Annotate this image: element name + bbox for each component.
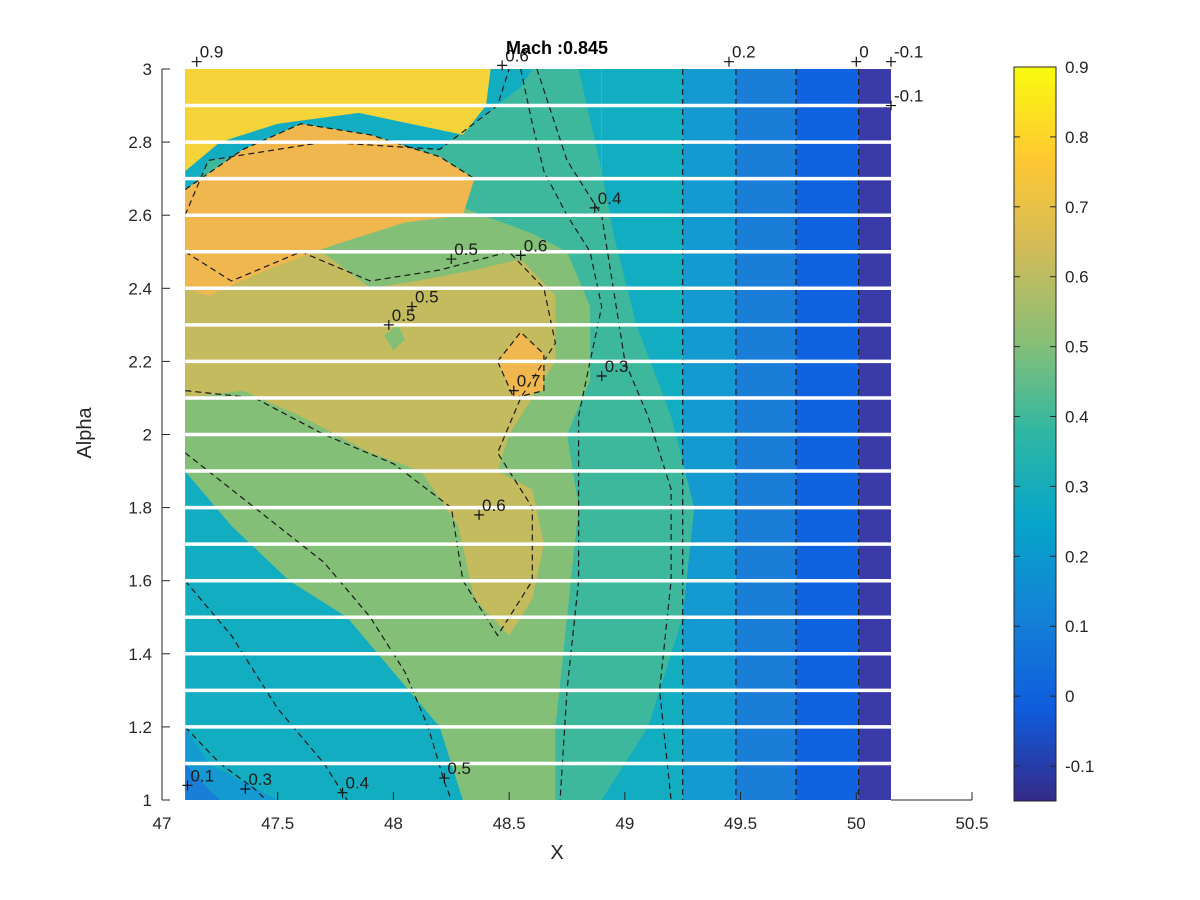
contour-line-5 — [185, 726, 267, 800]
contour-label-17: 0.5 — [447, 759, 471, 778]
x-tick-label-1: 47.5 — [261, 814, 294, 833]
colorbar-gradient — [1013, 66, 1057, 802]
y-tick-label-8: 2.6 — [128, 206, 152, 225]
x-tick-label-6: 50 — [847, 814, 866, 833]
fill-region-8 — [185, 69, 491, 172]
y-tick-label-2: 1.4 — [128, 645, 152, 664]
contour-label-marker-2 — [724, 56, 734, 67]
axes: 47 47.5 48 48.5 49 49.5 50 50.5 1 1.2 1.4 1.6 1.8 2 2.… — [128, 60, 988, 833]
colorbar-tick-label-8: 0.1 — [1065, 617, 1089, 636]
colorbar-tick-label-0: 0.9 — [1065, 58, 1089, 77]
fill-region-0 — [185, 726, 278, 800]
colorbar-tick-label-4: 0.5 — [1065, 338, 1089, 357]
x-tick-label-7: 50.5 — [955, 814, 988, 833]
y-tick-label-4: 1.8 — [128, 499, 152, 518]
contour-label-marker-0 — [191, 56, 202, 67]
contour-label-1: 0.6 — [505, 46, 529, 65]
contour-label-marker-7 — [446, 254, 457, 265]
y-tick-label-5: 2 — [143, 426, 152, 445]
contour-label-marker-4 — [886, 56, 896, 67]
colorbar-tick-label-9: 0 — [1065, 687, 1074, 706]
fill-region-1 — [185, 763, 220, 800]
contour-label-5: -0.1 — [894, 87, 923, 106]
y-tick-label-6: 2.2 — [128, 352, 152, 371]
colorbar-tick-label-2: 0.7 — [1065, 198, 1089, 217]
y-axis-label: Alpha — [74, 407, 96, 459]
colorbar: 0.9 0.8 0.7 0.6 0.5 0.4 0.3 0.2 0.1 0 -0.1 — [1013, 58, 1094, 802]
contour-label-11: 0.7 — [517, 372, 541, 391]
contour-label-10: 0.5 — [392, 306, 416, 325]
contour-label-12: 0.3 — [605, 357, 629, 376]
contour-label-marker-1 — [497, 60, 508, 71]
x-tick-label-0: 47 — [153, 814, 172, 833]
fill-region-9 — [384, 324, 405, 351]
contour-label-marker-9 — [406, 301, 417, 312]
fill-region-7 — [497, 332, 544, 398]
fill-region-2 — [185, 471, 463, 800]
contour-label-marker-11 — [508, 385, 519, 396]
plot-area: 0.9 0.6 0.2 0 -0.1-0.10.40.5 0.60.50.50.70.30… — [182, 43, 923, 800]
contour-line-4 — [185, 580, 348, 800]
alpha-gridlines — [185, 103, 891, 766]
y-tick-label-1: 1.2 — [128, 718, 152, 737]
contour-label-6: 0.4 — [598, 189, 622, 208]
contour-label-2: 0.2 — [732, 43, 756, 62]
contour-label-marker-12 — [596, 371, 607, 382]
contour-line-8 — [185, 123, 475, 191]
colorbar-tick-label-7: 0.2 — [1065, 547, 1089, 566]
colorbar-ticks: 0.9 0.8 0.7 0.6 0.5 0.4 0.3 0.2 0.1 0 -0.1 — [1014, 58, 1094, 776]
contour-label-marker-8 — [515, 250, 526, 261]
colorbar-tick-label-3: 0.6 — [1065, 268, 1089, 287]
contour-line-6 — [185, 251, 557, 637]
contour-label-marker-14 — [182, 780, 193, 791]
x-tick-label-5: 49.5 — [724, 814, 757, 833]
chart-title: Mach :0.845 — [506, 38, 608, 58]
contour-label-14: 0.1 — [190, 766, 214, 785]
contour-line-3 — [536, 69, 672, 800]
x-tick-label-4: 49 — [615, 814, 634, 833]
x-tick-label-2: 48 — [384, 814, 403, 833]
contour-label-9: 0.5 — [415, 288, 439, 307]
contour-line-1 — [185, 69, 510, 216]
y-tick-label-7: 2.4 — [128, 279, 152, 298]
colorbar-tick-label-6: 0.3 — [1065, 477, 1089, 496]
contour-label-marker-6 — [589, 202, 600, 213]
contour-label-marker-17 — [439, 773, 450, 784]
contour-label-marker-5 — [886, 100, 896, 111]
contour-label-marker-15 — [240, 784, 251, 795]
contour-label-marker-3 — [851, 56, 862, 67]
contour-label-0: 0.9 — [200, 43, 224, 62]
x-tick-label-3: 48.5 — [493, 814, 526, 833]
contour-label-15: 0.3 — [248, 770, 272, 789]
contour-label-3: 0 — [859, 43, 868, 62]
contour-label-7: 0.5 — [454, 240, 478, 259]
colorbar-tick-label-10: -0.1 — [1065, 757, 1094, 776]
y-tick-label-9: 2.8 — [128, 133, 152, 152]
contour-label-marker-16 — [337, 787, 348, 798]
contour-label-8: 0.6 — [524, 236, 548, 255]
x-axis-label: X — [550, 842, 563, 864]
y-tick-label-0: 1 — [143, 791, 152, 810]
colorbar-tick-label-1: 0.8 — [1065, 128, 1089, 147]
colorbar-tick-label-5: 0.4 — [1065, 408, 1089, 427]
contour-labels: 0.9 0.6 0.2 0 -0.1-0.10.40.5 0.60.50.50.70.30… — [182, 43, 923, 798]
contour-label-marker-10 — [383, 319, 394, 330]
y-tick-label-3: 1.6 — [128, 572, 152, 591]
fill-region-5 — [185, 244, 556, 636]
contour-line-2 — [520, 69, 603, 800]
contour-line-7 — [497, 331, 545, 399]
y-tick-label-10: 3 — [143, 60, 152, 79]
contour-label-16: 0.4 — [346, 774, 370, 793]
contour-label-13: 0.6 — [482, 496, 506, 515]
contour-label-marker-13 — [474, 509, 485, 520]
contour-label-4: -0.1 — [894, 43, 923, 62]
